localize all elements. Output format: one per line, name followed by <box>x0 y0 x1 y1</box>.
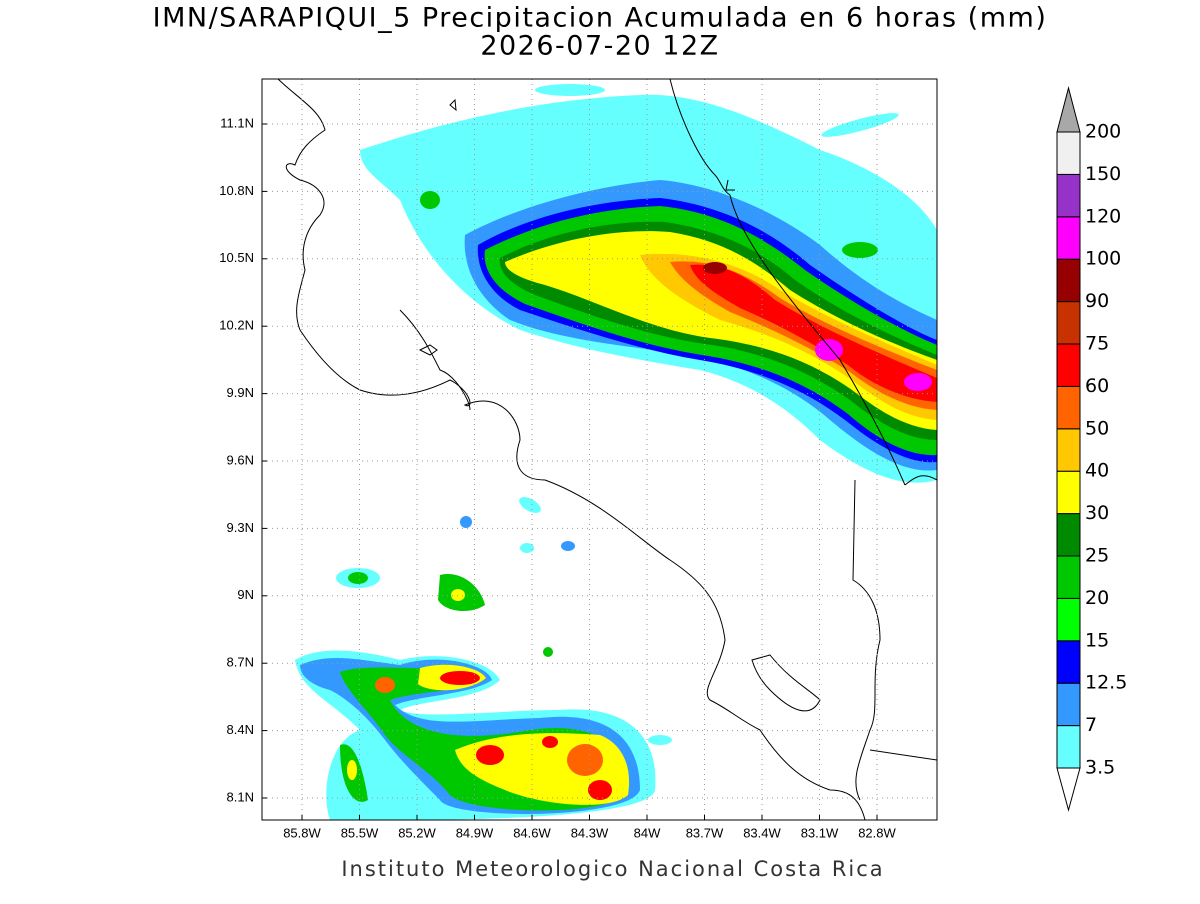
y-tick-label: 9.3N <box>227 520 254 535</box>
colorbar-label: 20 <box>1085 587 1109 609</box>
colorbar-segment <box>1056 682 1081 727</box>
colorbar-segment <box>1056 597 1081 642</box>
colorbar-segment <box>1056 131 1081 175</box>
colorbar-label: 40 <box>1085 460 1109 482</box>
x-tick-label: 83.7W <box>686 825 724 840</box>
coastline <box>277 79 937 820</box>
y-tick-label: 9.9N <box>227 385 254 400</box>
colorbar-segment <box>1056 470 1081 515</box>
y-tick-label: 8.1N <box>227 789 254 804</box>
colorbar-label: 100 <box>1085 248 1121 270</box>
precipitation-field <box>295 84 937 820</box>
colorbar-label: 3.5 <box>1085 757 1115 779</box>
map-labels: 85.8W 85.5W 85.2W 84.9W 84.6W 84.3W 84W 83.7W 83… <box>219 115 896 840</box>
x-tick-label: 84.6W <box>513 825 551 840</box>
colorbar-label: 25 <box>1085 545 1109 567</box>
colorbar-label: 30 <box>1085 502 1109 524</box>
x-tick-label: 84.3W <box>571 825 609 840</box>
x-tick-label: 85.8W <box>283 825 321 840</box>
x-tick-label: 84W <box>634 825 661 840</box>
x-tick-label: 83.4W <box>743 825 781 840</box>
colorbar-segment <box>1056 258 1081 303</box>
colorbar: 3.5 7 12.5 15 20 25 30 40 50 60 75 90 100 120 150 200 <box>1056 86 1127 812</box>
colorbar-segment <box>1056 428 1081 472</box>
colorbar-over <box>1056 86 1081 133</box>
colorbar-segment <box>1056 555 1081 599</box>
y-tick-label: 10.5N <box>219 250 254 265</box>
graticule <box>262 79 937 820</box>
y-tick-label: 9N <box>237 587 254 602</box>
colorbar-label: 7 <box>1085 714 1097 736</box>
y-tick-label: 8.4N <box>227 722 254 737</box>
colorbar-label: 60 <box>1085 375 1109 397</box>
y-tick-label: 10.2N <box>219 318 254 333</box>
colorbar-segment <box>1056 173 1081 218</box>
colorbar-label: 75 <box>1085 333 1109 355</box>
colorbar-under <box>1056 767 1081 812</box>
colorbar-segment <box>1056 343 1081 387</box>
x-tick-label: 83.1W <box>801 825 839 840</box>
x-tick-label: 82.8W <box>858 825 896 840</box>
colorbar-segment <box>1056 640 1081 684</box>
y-tick-label: 11.1N <box>220 115 254 130</box>
x-tick-label: 85.5W <box>341 825 379 840</box>
colorbar-segment <box>1056 301 1081 345</box>
map-area <box>262 79 937 820</box>
colorbar-segment <box>1056 216 1081 260</box>
colorbar-label: 50 <box>1085 417 1109 439</box>
x-tick-label: 84.9W <box>456 825 494 840</box>
title: IMN/SARAPIQUI_5 Precipitacion Acumulada … <box>153 3 1048 34</box>
colorbar-label: 150 <box>1085 163 1121 185</box>
colorbar-label: 12.5 <box>1085 672 1127 694</box>
colorbar-segment <box>1056 725 1081 769</box>
colorbar-segment <box>1056 385 1081 430</box>
map-frame <box>261 78 938 821</box>
x-tick-label: 85.2W <box>398 825 436 840</box>
colorbar-label: 120 <box>1085 205 1121 227</box>
y-tick-label: 8.7N <box>227 655 254 670</box>
colorbar-label: 200 <box>1085 121 1121 143</box>
y-tick-label: 9.6N <box>227 452 254 467</box>
colorbar-label: 90 <box>1085 290 1109 312</box>
y-tick-label: 10.8N <box>219 183 254 198</box>
subtitle: 2026-07-20 12Z <box>480 31 719 62</box>
colorbar-segment <box>1056 513 1081 557</box>
colorbar-label: 15 <box>1085 629 1109 651</box>
footer: Instituto Meteorologico Nacional Costa R… <box>341 857 884 881</box>
